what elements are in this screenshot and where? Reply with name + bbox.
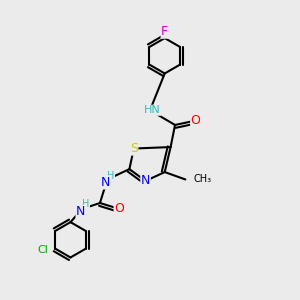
- Text: Cl: Cl: [37, 245, 48, 255]
- Text: CH₃: CH₃: [194, 174, 212, 184]
- Text: N: N: [101, 176, 110, 189]
- Text: O: O: [191, 114, 201, 127]
- Text: H: H: [107, 171, 115, 181]
- Text: HN: HN: [144, 105, 160, 115]
- Text: F: F: [161, 25, 168, 38]
- Text: S: S: [130, 142, 138, 155]
- Text: N: N: [76, 205, 86, 218]
- Text: N: N: [141, 174, 150, 188]
- Text: H: H: [82, 200, 89, 209]
- Text: O: O: [114, 202, 124, 215]
